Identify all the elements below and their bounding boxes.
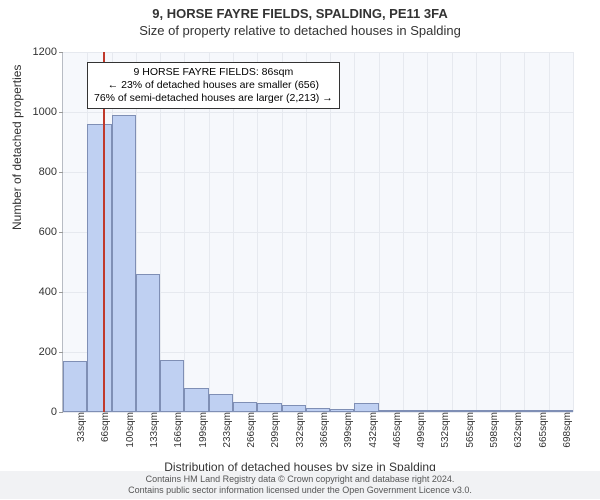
chart-container: 9, HORSE FAYRE FIELDS, SPALDING, PE11 3F… (0, 0, 600, 500)
x-tick-label: 499sqm (416, 412, 427, 448)
y-tick-label: 600 (23, 226, 57, 238)
y-tick-label: 1200 (23, 46, 57, 58)
annotation-line: ← 23% of detached houses are smaller (65… (94, 79, 333, 92)
x-tick-label: 133sqm (149, 412, 160, 448)
x-tick-label: 565sqm (465, 412, 476, 448)
x-tick-label: 166sqm (173, 412, 184, 448)
x-tick-label: 299sqm (270, 412, 281, 448)
y-tick-label: 1000 (23, 106, 57, 118)
x-tick-label: 366sqm (319, 412, 330, 448)
y-tick-label: 200 (23, 346, 57, 358)
x-tick-label: 465sqm (392, 412, 403, 448)
x-tick-label: 233sqm (222, 412, 233, 448)
histogram-bar (257, 403, 281, 412)
histogram-bar (354, 403, 378, 412)
histogram-bar (87, 124, 111, 412)
histogram-bar (112, 115, 136, 412)
chart-subtitle: Size of property relative to detached ho… (0, 21, 600, 38)
histogram-bar (184, 388, 208, 412)
x-tick-label: 598sqm (489, 412, 500, 448)
x-tick-label: 100sqm (125, 412, 136, 448)
histogram-bar (63, 361, 87, 412)
histogram-bar (160, 360, 184, 413)
plot-area: 02004006008001000120033sqm66sqm100sqm133… (62, 52, 573, 413)
x-tick-label: 266sqm (246, 412, 257, 448)
x-tick-label: 432sqm (368, 412, 379, 448)
histogram-bar (209, 394, 233, 412)
footer-line-1: Contains HM Land Registry data © Crown c… (0, 474, 600, 485)
histogram-bar (233, 402, 257, 413)
x-tick-label: 698sqm (562, 412, 573, 448)
x-tick-label: 532sqm (440, 412, 451, 448)
chart-title-address: 9, HORSE FAYRE FIELDS, SPALDING, PE11 3F… (0, 0, 600, 21)
annotation-line: 9 HORSE FAYRE FIELDS: 86sqm (94, 66, 333, 79)
x-tick-label: 332sqm (295, 412, 306, 448)
annotation-box: 9 HORSE FAYRE FIELDS: 86sqm← 23% of deta… (87, 62, 340, 109)
histogram-bar (136, 274, 160, 412)
y-tick-label: 800 (23, 166, 57, 178)
footer-attribution: Contains HM Land Registry data © Crown c… (0, 471, 600, 499)
x-tick-label: 399sqm (343, 412, 354, 448)
x-tick-label: 199sqm (198, 412, 209, 448)
footer-line-2: Contains public sector information licen… (0, 485, 600, 496)
x-tick-label: 33sqm (76, 412, 87, 442)
y-tick-label: 0 (23, 406, 57, 418)
y-tick-label: 400 (23, 286, 57, 298)
x-tick-label: 632sqm (513, 412, 524, 448)
histogram-bar (282, 405, 306, 413)
annotation-line: 76% of semi-detached houses are larger (… (94, 92, 333, 105)
x-tick-label: 665sqm (538, 412, 549, 448)
x-tick-label: 66sqm (100, 412, 111, 442)
y-axis-label: Number of detached properties (10, 65, 24, 230)
